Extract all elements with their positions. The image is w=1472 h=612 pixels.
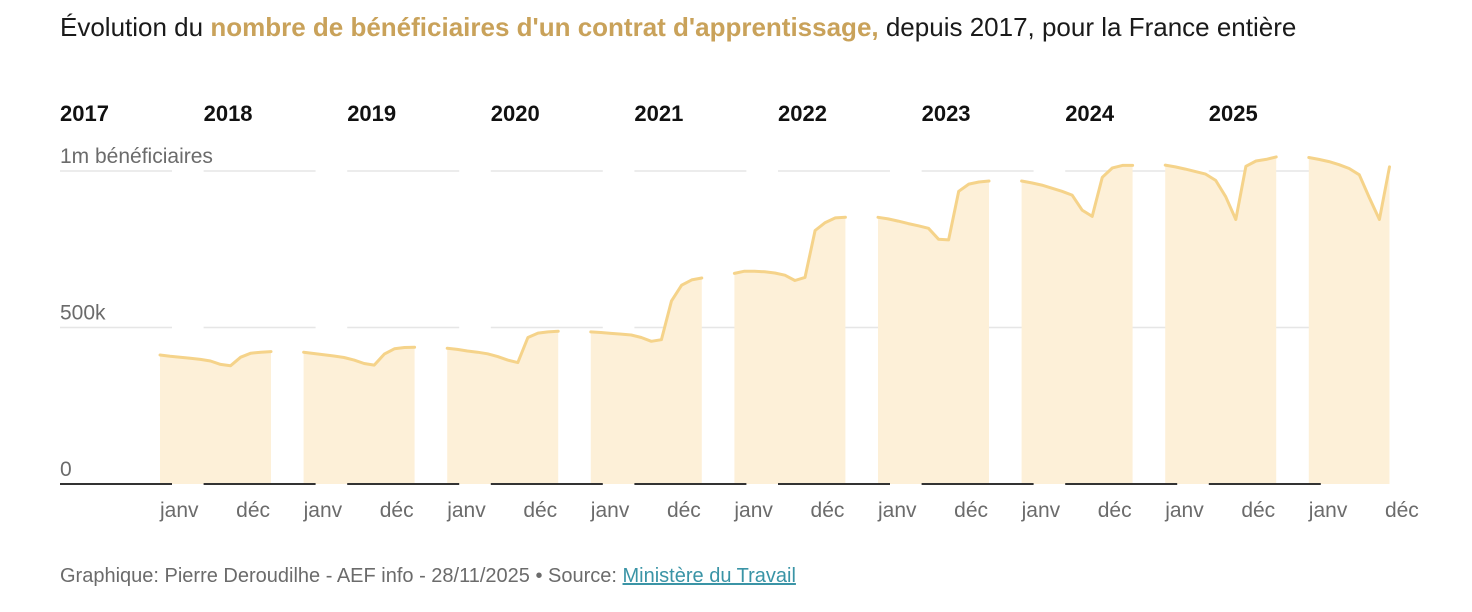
year-label-2018: 2018 [204,101,253,126]
series-line-2023 [1020,163,1135,218]
series-line-2019 [445,329,560,365]
year-label-2020: 2020 [491,101,540,126]
x-tick-janv-2019: janv [446,499,486,522]
x-tick-dec-2021: déc [811,499,845,522]
year-label-2025: 2025 [1209,101,1258,126]
x-tick-dec-2020: déc [667,499,701,522]
year-label-2019: 2019 [347,101,396,126]
footer-separator: • [529,565,549,587]
series-line-2021 [732,215,847,282]
y-tick-label: 1m bénéficiaires [60,145,213,168]
x-tick-dec-2025: déc [1385,499,1419,522]
series-line-2025 [1307,156,1391,221]
title-prefix: Évolution du [60,12,211,42]
x-tick-dec-2022: déc [954,499,988,522]
source-link[interactable]: Ministère du Travail [622,565,796,587]
area-2020 [590,278,702,484]
x-tick-janv-2025: janv [1308,499,1348,522]
area-2019 [447,331,559,484]
footer: Graphique: Pierre Deroudilhe - AEF info … [60,565,796,588]
x-tick-janv-2023: janv [1021,499,1061,522]
x-tick-janv-2020: janv [590,499,630,522]
year-label-2023: 2023 [922,101,971,126]
x-tick-janv-2018: janv [303,499,343,522]
y-tick-label: 0 [60,458,72,481]
x-tick-dec-2023: déc [1098,499,1132,522]
footer-credit: Graphique: Pierre Deroudilhe - AEF info … [60,565,530,587]
series-line-2017 [158,350,273,368]
x-tick-dec-2018: déc [380,499,414,522]
x-tick-dec-2024: déc [1241,499,1275,522]
y-tick-label: 500k [60,302,106,325]
x-tick-janv-2022: janv [877,499,917,522]
year-label-2022: 2022 [778,101,827,126]
chart-title: Évolution du nombre de bénéficiaires d'u… [60,10,1400,44]
series-line-2022 [876,179,991,242]
title-highlight: nombre de bénéficiaires d'un contrat d'a… [210,12,879,42]
x-tick-dec-2017: déc [236,499,270,522]
area-2025 [1308,157,1390,484]
year-label-2017: 2017 [60,101,109,126]
x-tick-dec-2019: déc [523,499,557,522]
x-tick-janv-2021: janv [733,499,773,522]
series-line-2024 [1163,155,1278,221]
area-2022 [878,181,989,484]
title-suffix: depuis 2017, pour la France entière [878,12,1297,42]
series-line-2018 [302,345,417,367]
area-2018 [303,347,415,484]
area-2021 [734,217,846,485]
area-2023 [1021,165,1133,484]
series-line-2020 [589,276,704,343]
x-tick-janv-2024: janv [1164,499,1204,522]
year-label-2021: 2021 [634,101,683,126]
x-tick-janv-2017: janv [159,499,199,522]
year-label-2024: 2024 [1065,101,1115,126]
area-2024 [1165,156,1277,484]
footer-source-label: Source: [548,565,623,587]
area-2017 [160,351,271,484]
